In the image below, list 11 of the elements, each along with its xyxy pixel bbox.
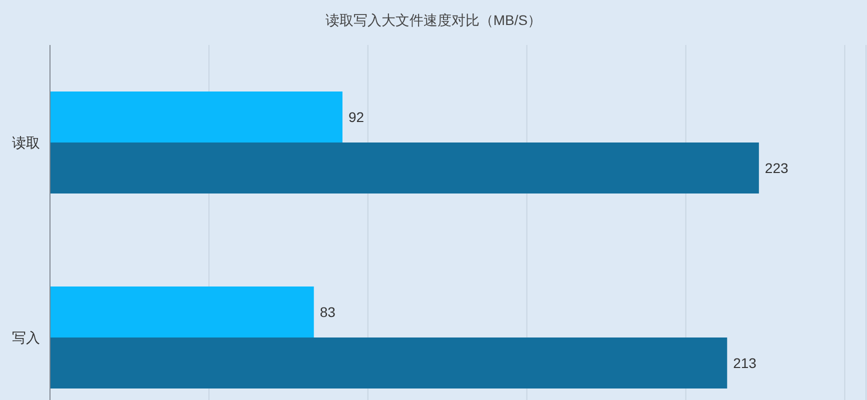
data-label: 92 <box>348 109 364 125</box>
data-label: 213 <box>733 355 757 371</box>
bar <box>50 338 728 388</box>
bar <box>50 142 759 194</box>
data-label: 223 <box>764 160 788 176</box>
y-tick-label: 写入 <box>12 330 40 346</box>
data-label: 83 <box>320 304 336 320</box>
bar <box>50 92 342 142</box>
chart-title: 读取写入大文件速度对比（MB/S） <box>325 12 542 28</box>
bar <box>50 286 314 338</box>
y-tick-label: 读取 <box>12 134 40 150</box>
